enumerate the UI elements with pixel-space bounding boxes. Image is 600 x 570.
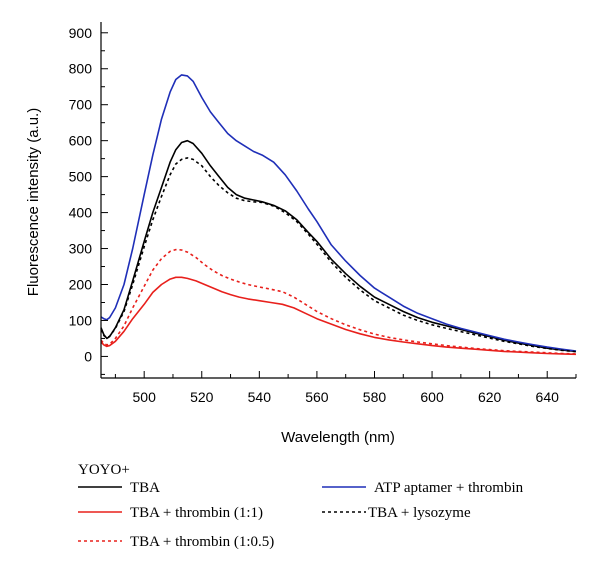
y-tick-label: 700 (69, 97, 93, 113)
y-tick-label: 500 (69, 169, 93, 185)
legend-label-0: TBA (130, 480, 160, 496)
series-line-4 (100, 248, 577, 355)
axes-layer: 0 100 200 300 400 500 600 700 800 900 500 520 540 560… (69, 22, 577, 405)
series-line-1 (100, 276, 577, 356)
y-tick-label: 200 (69, 277, 93, 293)
y-tick-label: 800 (69, 61, 93, 77)
series-line-0 (100, 139, 577, 353)
y-tick-label: 900 (69, 25, 93, 41)
legend: YOYO+ TBA TBA + thrombin (1:1) ATP aptamer… (78, 462, 524, 550)
legend-label-2: ATP aptamer + thrombin (374, 480, 524, 496)
x-tick-label: 620 (478, 389, 502, 405)
y-axis-label: Fluorescence intensity (a.u.) (25, 108, 42, 296)
series-line-2 (100, 74, 577, 352)
legend-title: YOYO+ (78, 462, 130, 478)
series-layer (100, 74, 577, 356)
x-tick-label: 520 (190, 389, 214, 405)
x-tick-label: 640 (536, 389, 560, 405)
x-tick-label: 560 (305, 389, 329, 405)
y-tick-label: 400 (69, 205, 93, 221)
legend-label-4: TBA + thrombin (1:0.5) (130, 534, 274, 550)
legend-label-3: TBA + lysozyme (368, 505, 471, 521)
x-tick-label: 540 (248, 389, 272, 405)
y-tick-label: 100 (69, 312, 93, 328)
x-axis-label: Wavelength (nm) (281, 429, 395, 446)
x-tick-label: 600 (420, 389, 444, 405)
y-tick-label: 300 (69, 241, 93, 257)
y-tick-label: 600 (69, 133, 93, 149)
x-tick-label: 500 (133, 389, 157, 405)
legend-label-1: TBA + thrombin (1:1) (130, 505, 263, 521)
y-tick-label: 0 (84, 348, 92, 364)
series-line-3 (100, 157, 577, 353)
x-tick-label: 580 (363, 389, 387, 405)
